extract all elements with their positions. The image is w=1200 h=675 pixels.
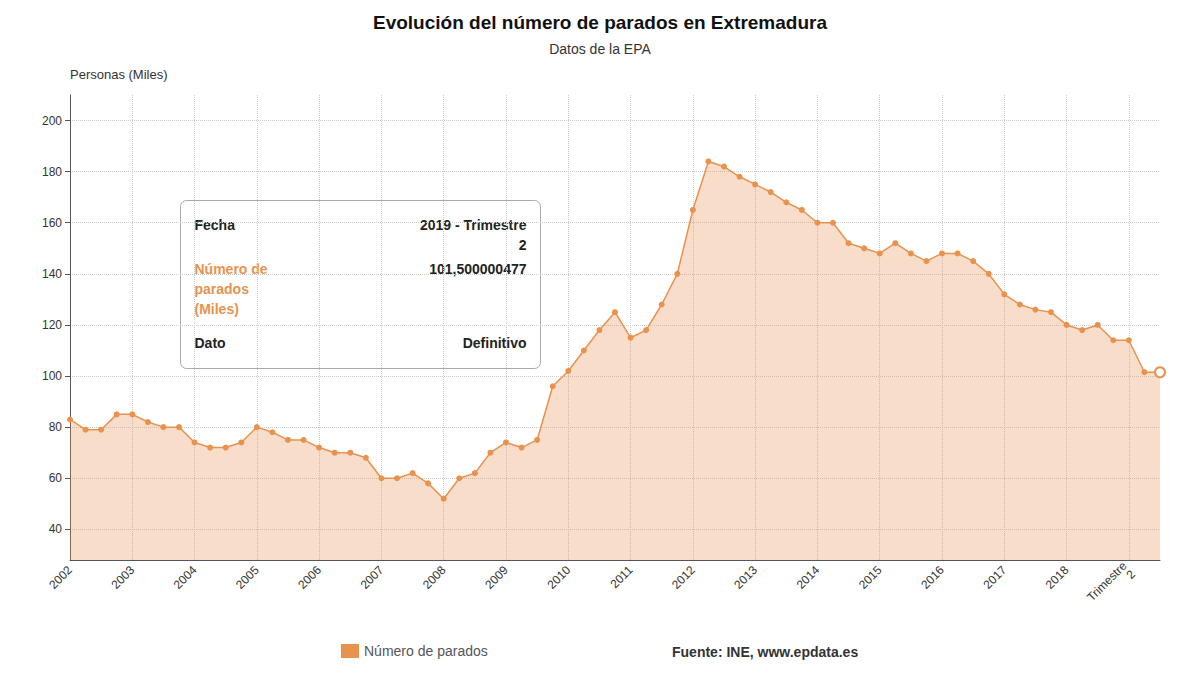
svg-text:2018: 2018 (1043, 563, 1072, 592)
svg-text:parados: parados (195, 281, 250, 297)
svg-text:(Miles): (Miles) (195, 301, 239, 317)
svg-text:2009: 2009 (482, 563, 511, 592)
svg-text:2012: 2012 (669, 563, 698, 592)
svg-text:2017: 2017 (980, 563, 1009, 592)
svg-text:80: 80 (49, 420, 63, 434)
svg-text:2015: 2015 (856, 563, 885, 592)
svg-text:2011: 2011 (607, 563, 635, 591)
svg-text:2010: 2010 (544, 563, 573, 592)
svg-text:Datos de la EPA: Datos de la EPA (549, 41, 651, 57)
svg-text:Definitivo: Definitivo (463, 335, 527, 351)
svg-text:2006: 2006 (295, 563, 324, 592)
svg-text:2013: 2013 (731, 563, 760, 592)
svg-text:2003: 2003 (108, 563, 137, 592)
svg-text:2005: 2005 (233, 563, 262, 592)
svg-text:2007: 2007 (358, 563, 387, 592)
svg-text:2002: 2002 (46, 563, 75, 592)
svg-text:40: 40 (49, 522, 63, 536)
svg-text:Personas (Miles): Personas (Miles) (70, 67, 168, 82)
svg-text:Número de: Número de (194, 260, 268, 277)
svg-text:Dato: Dato (195, 335, 226, 351)
svg-text:2014: 2014 (794, 563, 823, 592)
svg-text:Número de parados: Número de parados (364, 643, 488, 659)
svg-text:Fuente: INE, www.epdata.es: Fuente: INE, www.epdata.es (672, 644, 858, 660)
svg-text:120: 120 (42, 318, 62, 332)
svg-text:2: 2 (1123, 567, 1138, 582)
svg-text:Evolución del número de parado: Evolución del número de parados en Extre… (373, 12, 827, 33)
svg-text:100: 100 (42, 369, 62, 383)
svg-text:2016: 2016 (918, 563, 947, 592)
svg-text:2: 2 (519, 237, 527, 253)
svg-text:160: 160 (42, 216, 62, 230)
svg-text:Trimestre: Trimestre (1084, 559, 1130, 605)
svg-text:200: 200 (42, 114, 62, 128)
svg-text:Fecha: Fecha (195, 217, 236, 233)
svg-text:2019 - Trimestre: 2019 - Trimestre (420, 217, 527, 233)
svg-text:140: 140 (42, 267, 62, 281)
svg-text:60: 60 (49, 471, 63, 485)
svg-text:2004: 2004 (171, 563, 200, 592)
svg-text:2008: 2008 (420, 563, 449, 592)
svg-text:180: 180 (42, 165, 62, 179)
svg-text:101,500000477: 101,500000477 (429, 260, 527, 277)
